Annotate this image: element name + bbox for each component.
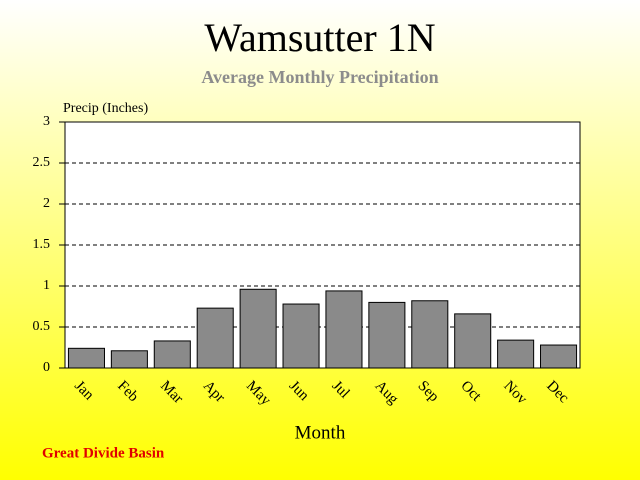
bar xyxy=(196,307,234,369)
bar xyxy=(110,350,148,369)
bar xyxy=(325,290,363,369)
bar xyxy=(67,347,105,369)
y-axis-label: Precip (Inches) xyxy=(63,101,148,116)
chart-subtitle: Average Monthly Precipitation xyxy=(201,67,438,87)
bar xyxy=(282,303,320,369)
annotation: Great Divide Basin xyxy=(42,445,165,461)
y-tick-label: 2.5 xyxy=(33,155,51,170)
bar xyxy=(497,339,535,369)
x-axis-label: Month xyxy=(295,422,346,443)
bar xyxy=(454,313,492,369)
y-tick-label: 1 xyxy=(43,278,50,293)
y-tick-label: 0.5 xyxy=(33,319,51,334)
bar xyxy=(540,344,578,369)
bar xyxy=(239,288,277,369)
bar xyxy=(411,300,449,369)
y-tick-label: 3 xyxy=(43,114,50,129)
y-tick-label: 0 xyxy=(43,360,50,375)
y-tick-label: 2 xyxy=(43,196,50,211)
bar xyxy=(153,340,191,369)
y-tick-label: 1.5 xyxy=(33,237,51,252)
bar xyxy=(368,301,406,369)
chart-title: Wamsutter 1N xyxy=(204,15,435,60)
